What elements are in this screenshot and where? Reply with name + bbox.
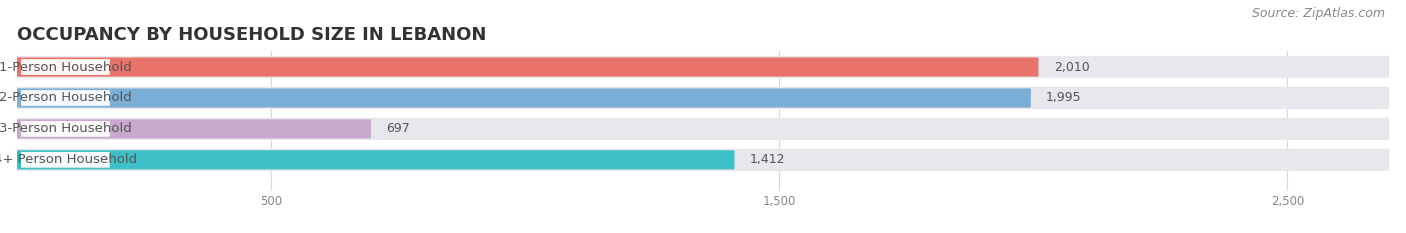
Text: 4+ Person Household: 4+ Person Household bbox=[0, 153, 136, 166]
Text: 2,010: 2,010 bbox=[1053, 61, 1090, 74]
FancyBboxPatch shape bbox=[17, 119, 371, 138]
FancyBboxPatch shape bbox=[17, 88, 1031, 108]
Text: 3-Person Household: 3-Person Household bbox=[0, 122, 132, 135]
Text: 2-Person Household: 2-Person Household bbox=[0, 92, 132, 104]
FancyBboxPatch shape bbox=[17, 118, 1389, 140]
FancyBboxPatch shape bbox=[21, 90, 110, 106]
Text: Source: ZipAtlas.com: Source: ZipAtlas.com bbox=[1251, 7, 1385, 20]
FancyBboxPatch shape bbox=[17, 58, 1039, 77]
Text: 1,412: 1,412 bbox=[749, 153, 786, 166]
FancyBboxPatch shape bbox=[17, 149, 1389, 171]
FancyBboxPatch shape bbox=[17, 150, 734, 169]
FancyBboxPatch shape bbox=[21, 152, 110, 168]
FancyBboxPatch shape bbox=[21, 121, 110, 137]
FancyBboxPatch shape bbox=[17, 56, 1389, 78]
Text: 697: 697 bbox=[387, 122, 411, 135]
FancyBboxPatch shape bbox=[21, 59, 110, 75]
Text: 1,995: 1,995 bbox=[1046, 92, 1081, 104]
FancyBboxPatch shape bbox=[17, 87, 1389, 109]
Text: OCCUPANCY BY HOUSEHOLD SIZE IN LEBANON: OCCUPANCY BY HOUSEHOLD SIZE IN LEBANON bbox=[17, 26, 486, 44]
Text: 1-Person Household: 1-Person Household bbox=[0, 61, 132, 74]
